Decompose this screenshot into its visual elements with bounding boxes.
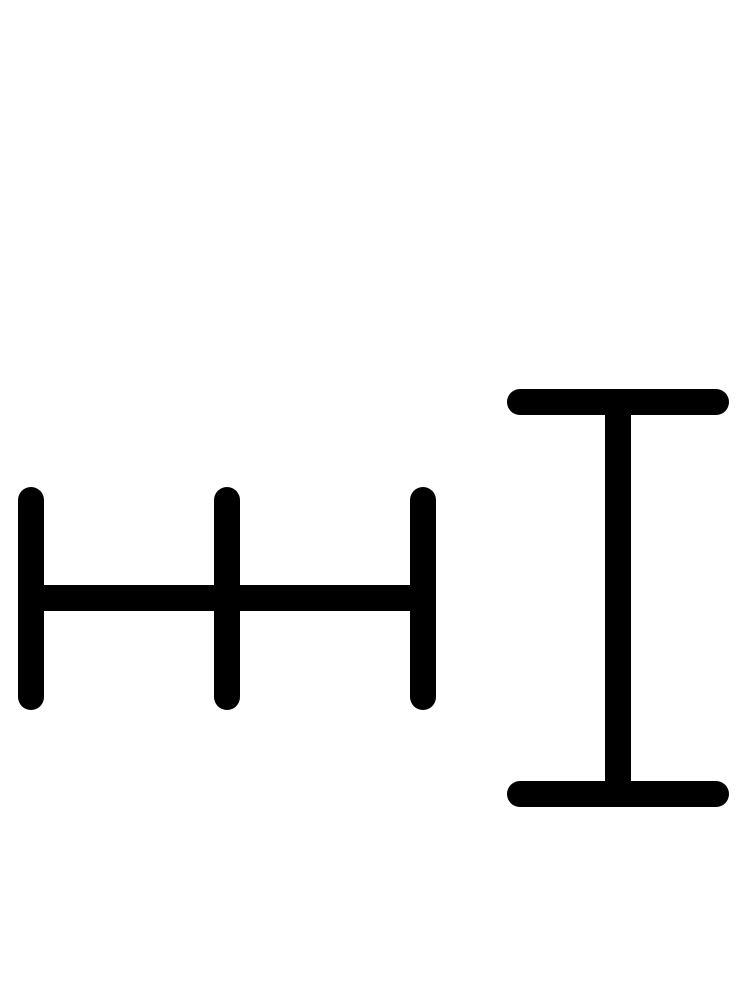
- i-beam-cursor-icon: [507, 389, 729, 807]
- ruler-tick-icon: [18, 487, 436, 710]
